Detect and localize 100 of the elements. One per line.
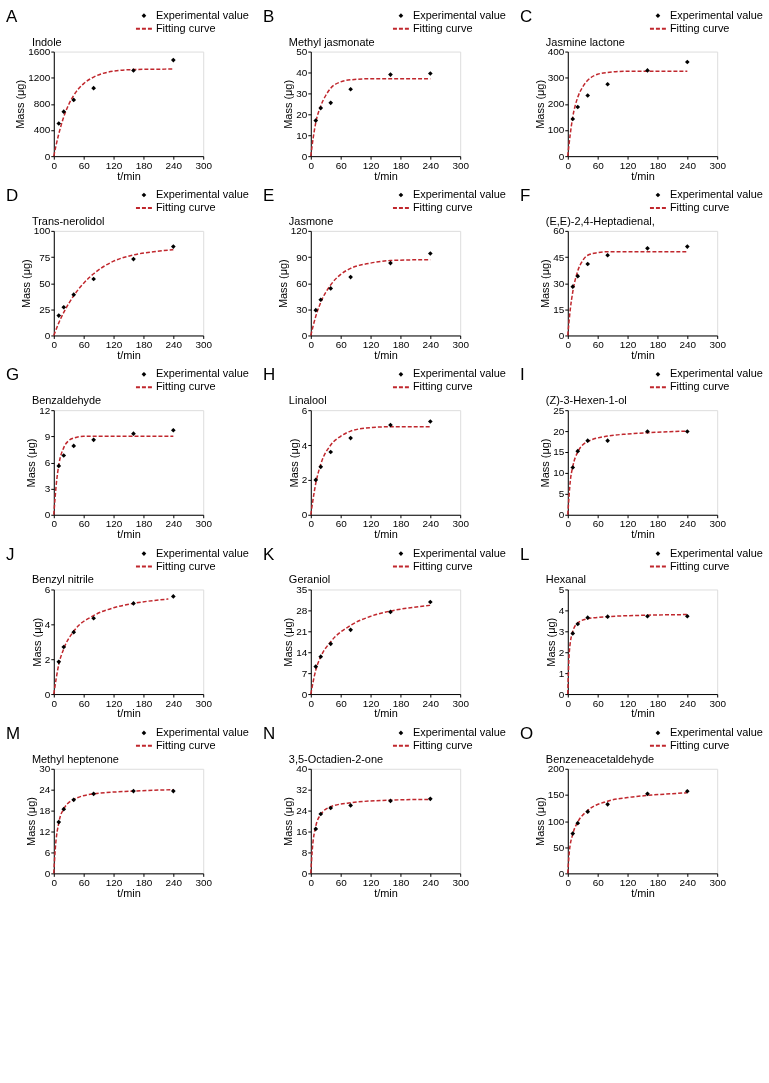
- y-tick-label: 0: [44, 509, 51, 521]
- chart-title: Hexanal: [545, 573, 587, 586]
- line-series: [53, 598, 170, 695]
- text: H: [262, 365, 276, 385]
- x-tick-label: 120: [362, 697, 380, 709]
- point: [684, 59, 690, 65]
- text: E: [262, 185, 275, 205]
- x-tick-label: 240: [679, 338, 697, 350]
- legend-label: Fitting curve: [412, 738, 473, 751]
- legend-label: Experimental value: [669, 8, 763, 21]
- y-tick-label: 60: [296, 277, 308, 289]
- point: [71, 629, 77, 635]
- x-tick-label: 300: [452, 338, 470, 350]
- x-tick-label: 60: [78, 518, 91, 530]
- y-tick-label: 100: [547, 124, 565, 136]
- x-tick-label: 180: [135, 338, 153, 350]
- chart-title: Methyl jasmonate: [288, 35, 375, 48]
- point: [585, 261, 591, 267]
- point: [570, 465, 576, 470]
- chart-title: Trans-nerolidol: [31, 214, 105, 227]
- point: [91, 791, 96, 797]
- x-tick-label: 300: [195, 159, 213, 171]
- point: [131, 601, 136, 606]
- y-tick-label: 3: [44, 483, 51, 495]
- y-tick-label: 4: [301, 439, 308, 451]
- x-tick-label: 180: [649, 159, 667, 171]
- y-axis-title: Mass (μg): [533, 797, 546, 846]
- y-axis-title: Mass (μg): [25, 797, 38, 846]
- y-tick-label: 24: [39, 784, 51, 796]
- point: [91, 85, 96, 91]
- legend-label: Experimental value: [669, 367, 763, 380]
- x-tick-label: 240: [422, 518, 440, 530]
- point: [348, 627, 353, 633]
- x-axis-title: t/min: [117, 707, 141, 720]
- y-tick-label: 200: [547, 763, 565, 775]
- x-tick-label: 240: [422, 697, 440, 709]
- y-tick-label: 2: [44, 653, 51, 665]
- point: [318, 105, 324, 111]
- x-axis-title: t/min: [117, 528, 141, 541]
- point: [645, 429, 650, 434]
- x-tick-label: 60: [592, 876, 605, 888]
- y-tick-label: 0: [301, 867, 308, 879]
- x-tick-label: 120: [105, 876, 123, 888]
- y-tick-label: 6: [44, 456, 51, 468]
- x-axis-title: t/min: [374, 886, 398, 899]
- y-axis-title: Mass (μg): [287, 438, 300, 488]
- chart-title: Jasmone: [288, 214, 334, 227]
- x-axis-title: t/min: [374, 348, 398, 361]
- y-tick-label: 35: [296, 583, 308, 595]
- chart-title: Methyl heptenone: [31, 752, 119, 765]
- text: L: [519, 544, 530, 564]
- text: M: [5, 723, 21, 743]
- y-tick-label: 4: [558, 604, 565, 616]
- point: [313, 477, 319, 483]
- x-tick-label: 60: [592, 518, 605, 530]
- chart-title: Geraniol: [288, 573, 331, 586]
- legend-label: Experimental value: [412, 187, 506, 200]
- point: [170, 427, 176, 433]
- x-tick-label: 180: [649, 518, 667, 530]
- chart-title: Benzyl nitrile: [31, 573, 94, 586]
- point: [575, 621, 581, 627]
- x-tick-label: 60: [335, 697, 348, 709]
- y-tick-label: 0: [44, 150, 51, 162]
- x-tick-label: 300: [195, 518, 213, 530]
- x-tick-label: 180: [649, 876, 667, 888]
- x-tick-label: 240: [422, 159, 440, 171]
- legend-label: Fitting curve: [669, 21, 730, 34]
- x-tick-label: 60: [78, 338, 91, 350]
- point: [348, 274, 353, 280]
- point: [684, 613, 690, 619]
- x-tick-label: 120: [105, 338, 123, 350]
- legend-label: Fitting curve: [412, 200, 473, 213]
- y-tick-label: 28: [296, 604, 308, 616]
- point: [388, 72, 393, 77]
- point: [170, 594, 176, 599]
- y-tick-label: 6: [44, 846, 51, 858]
- y-tick-label: 6: [44, 583, 51, 595]
- point: [318, 464, 324, 470]
- point: [575, 104, 581, 110]
- y-axis-title: Mass (μg): [539, 259, 552, 309]
- point: [170, 57, 176, 63]
- text: F: [519, 185, 531, 205]
- x-tick-label: 120: [619, 159, 637, 171]
- line-series: [567, 613, 689, 695]
- text: C: [519, 6, 533, 26]
- point: [585, 615, 591, 621]
- chart-title: Benzeneacetaldehyde: [545, 752, 655, 765]
- y-tick-label: 10: [296, 129, 308, 141]
- y-tick-label: 50: [296, 46, 308, 58]
- y-axis-title: Mass (μg): [544, 617, 557, 667]
- point: [575, 448, 581, 454]
- legend-label: Fitting curve: [412, 21, 473, 34]
- chart-title: Jasmine lactone: [545, 35, 625, 48]
- x-tick-label: 240: [422, 338, 440, 350]
- point: [605, 438, 610, 444]
- point: [348, 435, 353, 441]
- y-tick-label: 0: [558, 150, 565, 162]
- point: [131, 431, 136, 437]
- point: [645, 245, 650, 251]
- x-tick-label: 300: [452, 697, 470, 709]
